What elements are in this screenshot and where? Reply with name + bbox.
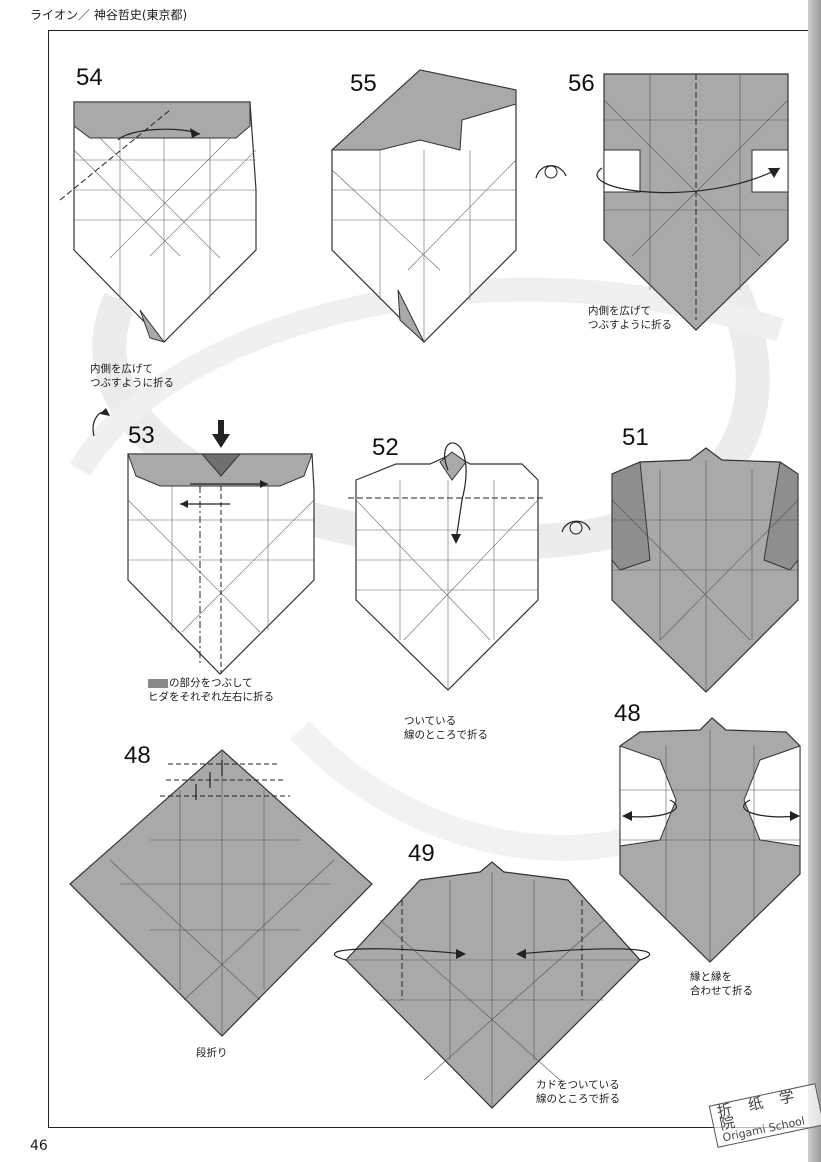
- content-frame: [48, 30, 814, 1128]
- step-number: 54: [76, 64, 103, 91]
- step-number: 48: [614, 700, 641, 727]
- step-number: 48: [124, 742, 151, 769]
- step-54-caption: 内側を広げて つぶすように折る: [90, 363, 174, 389]
- step-56-caption: 内側を広げて つぶすように折る: [588, 305, 672, 331]
- step-53-caption: の部分をつぶして ヒダをそれぞれ左右に折る: [148, 677, 274, 703]
- step-48-caption: 段折り: [196, 1047, 228, 1059]
- step-number: 53: [128, 422, 155, 449]
- page-number: 46: [30, 1138, 48, 1154]
- step-number: 56: [568, 70, 595, 97]
- step-number: 55: [350, 70, 377, 97]
- step-52-caption: ついている 線のところで折る: [404, 715, 488, 741]
- gray-swatch: [148, 678, 168, 688]
- page-header-title: ライオン／ 神谷哲史(東京都): [30, 8, 188, 22]
- book-spine: [808, 0, 821, 1162]
- step-49-caption: カドをついている 線のところで折る: [536, 1079, 620, 1105]
- step-number: 52: [372, 434, 399, 461]
- step-number: 51: [622, 424, 649, 451]
- step-50-caption: 縁と縁を 合わせて折る: [690, 971, 753, 997]
- step-number: 49: [408, 840, 435, 867]
